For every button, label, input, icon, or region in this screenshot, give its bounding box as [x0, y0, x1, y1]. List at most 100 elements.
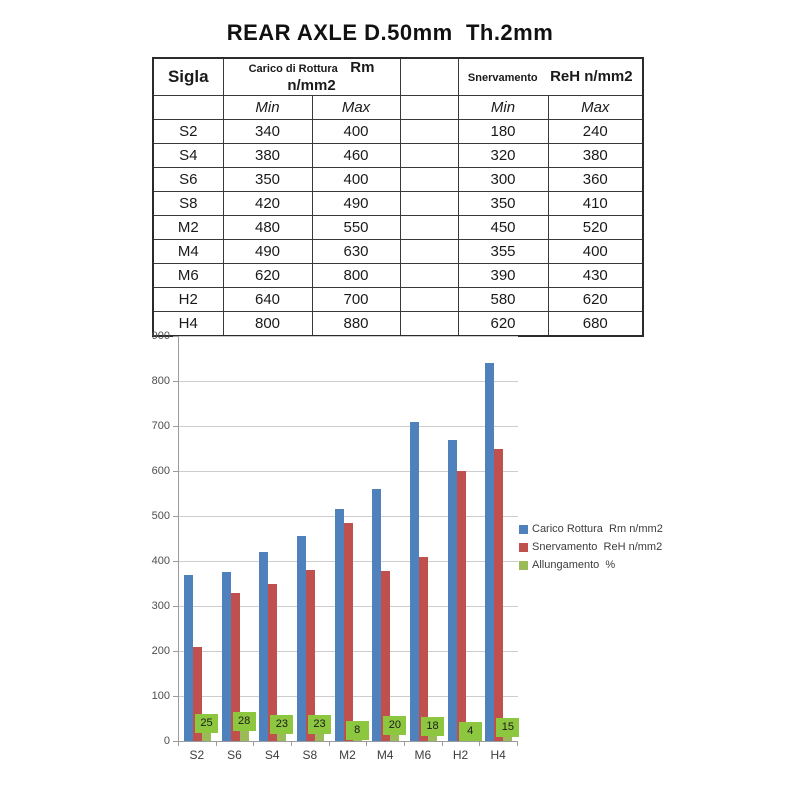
cell-sigla: H4 — [152, 311, 224, 337]
cell-reh-max: 360 — [547, 167, 644, 192]
cell-rm-max: 400 — [311, 119, 401, 144]
gridline — [179, 336, 518, 337]
bar-group: 4 — [443, 336, 482, 741]
y-axis-tick-label: 900 — [151, 330, 170, 342]
bar-allungamento — [277, 730, 287, 741]
cell-reh-min: 180 — [457, 119, 549, 144]
x-axis-tick-label: M2 — [339, 748, 356, 762]
bar-allungamento — [428, 732, 437, 741]
cell-rm-min: 620 — [222, 263, 313, 288]
cell-rm-max: 630 — [311, 239, 401, 264]
cell-rm-max: 550 — [311, 215, 401, 240]
cell-rm-max: 700 — [311, 287, 401, 312]
cell-sigla: S8 — [152, 191, 224, 216]
cell-rm-max: 460 — [311, 143, 401, 168]
x-axis-tick-label: S4 — [264, 748, 280, 762]
bar-group: 18 — [405, 336, 444, 741]
y-axis-tick — [173, 516, 178, 517]
bar-carico-rottura — [334, 509, 344, 741]
bar-allungamento — [315, 730, 324, 741]
cell-reh-min: 390 — [457, 263, 549, 288]
cell-reh-min: 620 — [457, 311, 549, 337]
y-axis-tick — [173, 696, 178, 697]
bar-snervamento — [419, 556, 428, 741]
cell-reh-max: 520 — [547, 215, 644, 240]
legend-item: Snervamento ReH n/mm2 — [519, 541, 663, 553]
y-axis-tick-label: 700 — [151, 420, 170, 432]
bar-snervamento — [381, 571, 391, 741]
header-spacer — [399, 57, 459, 96]
cell-sigla: H2 — [152, 287, 224, 312]
bar-allungamento — [503, 734, 513, 741]
y-axis-tick — [173, 381, 178, 382]
bar-chart: 25 28 23 23 8 20 18 4 15 Carico Rottura Rm n/mm2… — [0, 330, 800, 790]
legend-swatch — [519, 560, 528, 570]
cell-sigla: M4 — [152, 239, 224, 264]
table-row: H2 640 700 580 620 — [152, 287, 644, 312]
cell-rm-max: 800 — [311, 263, 401, 288]
x-axis-tick-label: S2 — [189, 748, 205, 762]
cell-rm-min: 350 — [222, 167, 313, 192]
bar-carico-rottura — [410, 421, 419, 741]
bar-snervamento — [268, 583, 278, 741]
y-axis-tick — [173, 606, 178, 607]
table-row: S4 380 460 320 380 — [152, 143, 644, 168]
cell-reh-max: 680 — [547, 311, 644, 337]
x-axis-tick-label: H4 — [490, 748, 506, 762]
header-reh-min: Min — [457, 95, 549, 120]
data-label: 15 — [496, 718, 520, 738]
spec-table: Sigla Carico di Rottura Rm n/mm2 Snervam… — [152, 57, 644, 337]
y-axis-tick-label: 400 — [151, 555, 170, 567]
data-label: 23 — [270, 714, 294, 734]
cell-rm-min: 340 — [222, 119, 313, 144]
bar-carico-rottura — [221, 572, 231, 741]
bar-carico-rottura — [485, 363, 495, 741]
table-row: H4 800 880 620 680 — [152, 311, 644, 337]
gridline — [179, 381, 518, 382]
table-row: M2 480 550 450 520 — [152, 215, 644, 240]
y-axis-tick-label: 600 — [151, 465, 170, 477]
bar-group: 23 — [292, 336, 331, 741]
header-snervamento-group: Snervamento ReH n/mm2 — [457, 57, 644, 96]
cell-spacer — [399, 215, 459, 240]
data-label: 8 — [345, 721, 369, 741]
bar-snervamento — [343, 522, 353, 741]
bar-carico-rottura — [297, 536, 306, 741]
bar-group: 23 — [254, 336, 294, 741]
bar-allungamento — [390, 732, 400, 741]
cell-sigla: S4 — [152, 143, 224, 168]
cell-rm-min: 490 — [222, 239, 313, 264]
bar-snervamento — [306, 570, 315, 741]
y-axis-tick — [173, 336, 178, 337]
bar-snervamento — [193, 646, 202, 741]
cell-reh-min: 580 — [457, 287, 549, 312]
data-label: 23 — [308, 714, 331, 734]
cell-reh-min: 450 — [457, 215, 549, 240]
cell-reh-min: 320 — [457, 143, 549, 168]
bar-group: 20 — [367, 336, 407, 741]
header-spacer-2 — [399, 95, 459, 120]
cell-reh-max: 380 — [547, 143, 644, 168]
y-axis-tick — [173, 561, 178, 562]
table-header-row-2: Min Max Min Max — [152, 95, 644, 120]
cell-rm-min: 640 — [222, 287, 313, 312]
x-axis-tick-label: M4 — [376, 748, 394, 762]
cell-spacer — [399, 119, 459, 144]
cell-rm-max: 880 — [311, 311, 401, 337]
x-axis-tick — [517, 742, 518, 746]
data-label: 28 — [232, 712, 256, 732]
bar-snervamento — [230, 592, 240, 741]
cell-spacer — [399, 191, 459, 216]
bar-carico-rottura — [184, 574, 193, 741]
bar-snervamento — [456, 471, 466, 741]
cell-rm-min: 420 — [222, 191, 313, 216]
bar-group: 25 — [179, 336, 218, 741]
cell-reh-min: 350 — [457, 191, 549, 216]
y-axis-tick-label: 800 — [151, 375, 170, 387]
cell-reh-min: 300 — [457, 167, 549, 192]
legend-label: Carico Rottura Rm n/mm2 — [532, 523, 663, 535]
cell-sigla: S2 — [152, 119, 224, 144]
cell-sigla: M2 — [152, 215, 224, 240]
cell-reh-min: 355 — [457, 239, 549, 264]
x-axis-tick — [479, 742, 481, 746]
